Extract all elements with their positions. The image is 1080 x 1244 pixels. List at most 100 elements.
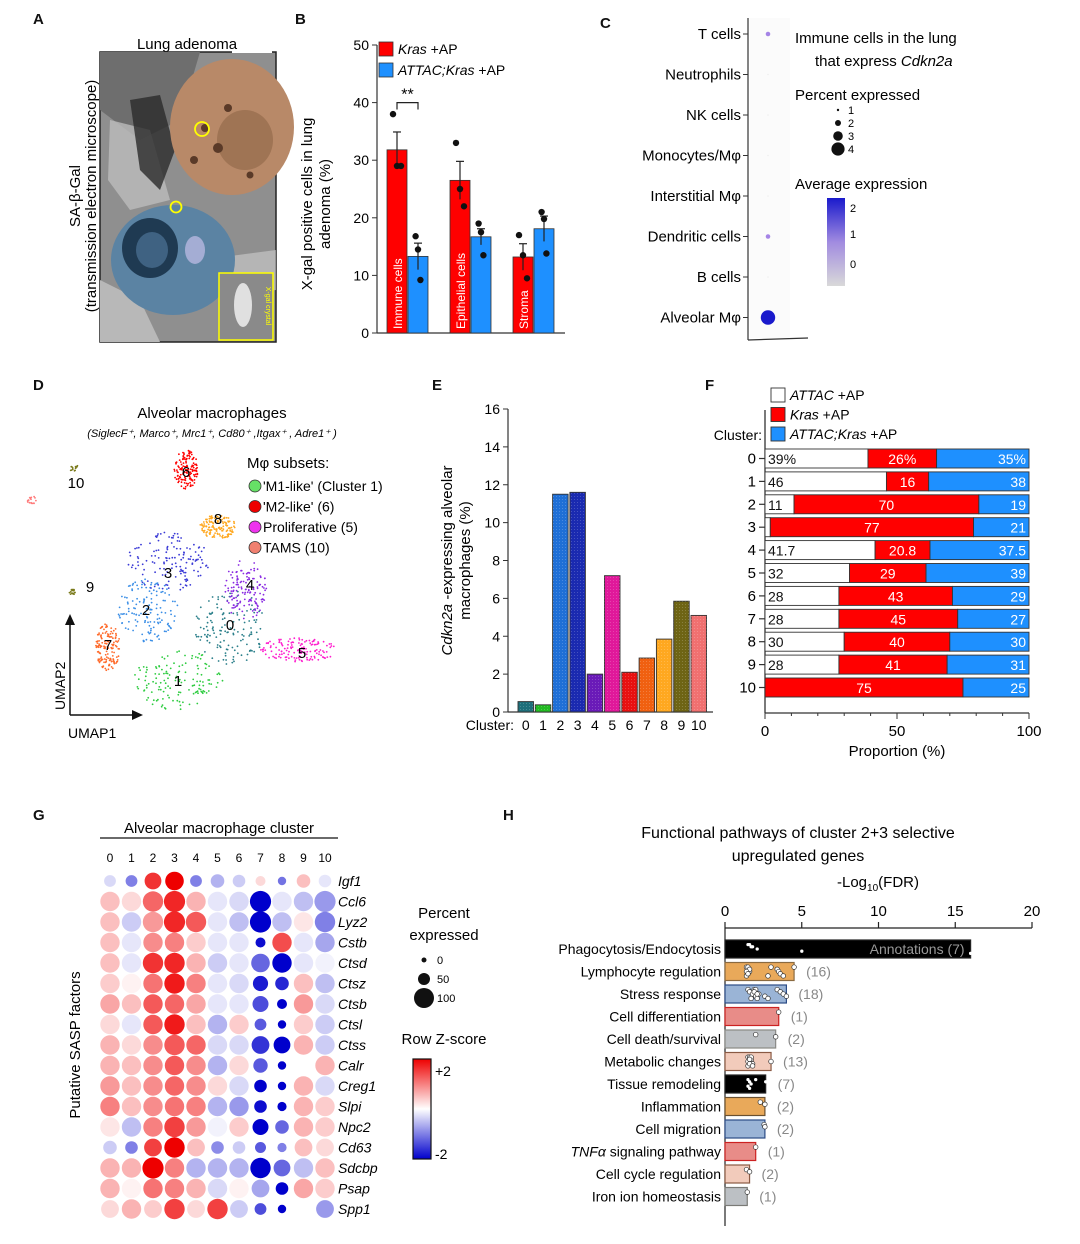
dot-cstb-cluster-8 xyxy=(272,932,292,953)
umap-point xyxy=(152,699,155,702)
umap-point xyxy=(184,479,187,482)
umap-point xyxy=(155,549,158,552)
dot-spp1-cluster-2 xyxy=(144,1200,162,1218)
umap-point xyxy=(143,568,146,571)
umap-point xyxy=(154,673,157,675)
data-point xyxy=(753,1144,759,1150)
row-label-5: 5 xyxy=(748,565,756,582)
size-legend-dot-3 xyxy=(833,131,843,141)
umap-point xyxy=(112,658,115,660)
data-point xyxy=(417,276,424,284)
umap-point xyxy=(213,632,216,634)
row-label-metabolic-changes: Metabolic changes xyxy=(604,1054,721,1070)
umap-point xyxy=(202,627,205,630)
segment-3-attac-kras-ap xyxy=(973,517,1030,538)
umap-point xyxy=(110,660,113,663)
umap-point xyxy=(185,482,188,485)
umap-point xyxy=(309,658,312,660)
y-axis-label-line2: adenoma (%) xyxy=(317,159,334,249)
umap-point xyxy=(184,487,187,490)
umap-point xyxy=(150,627,152,630)
umap-point xyxy=(221,521,224,523)
umap-point xyxy=(212,535,215,538)
color-legend-tick-0: 0 xyxy=(850,259,856,271)
dot-lyz2-cluster-8 xyxy=(272,912,292,932)
column-label-3: 3 xyxy=(171,851,178,865)
umap-point xyxy=(193,684,196,687)
segment-label: 39 xyxy=(1010,566,1026,582)
umap-point xyxy=(98,633,100,636)
dot-igf1-cluster-6 xyxy=(232,874,246,888)
umap-point xyxy=(180,463,183,466)
umap-point xyxy=(254,591,257,594)
umap-point xyxy=(197,692,199,695)
umap-point xyxy=(134,581,137,584)
dot-ctss-cluster-10 xyxy=(315,1035,335,1055)
umap-point xyxy=(207,690,210,692)
umap-point xyxy=(99,652,102,655)
umap-point xyxy=(199,566,202,569)
umap-point xyxy=(169,609,172,612)
dot-ctsz-cluster-4 xyxy=(186,973,206,994)
panel-h-title-line1: Functional pathways of cluster 2+3 selec… xyxy=(641,825,955,842)
umap-point xyxy=(182,553,185,556)
umap-point xyxy=(101,658,104,661)
umap-point xyxy=(218,673,221,676)
umap-point xyxy=(199,606,202,609)
umap-point xyxy=(210,683,213,685)
umap-point xyxy=(292,641,295,644)
umap-point xyxy=(221,626,223,629)
umap-point xyxy=(110,646,113,649)
umap-point xyxy=(243,593,246,595)
umap-point xyxy=(251,610,254,612)
row-label-ctsz: Ctsz xyxy=(338,976,366,992)
umap-point xyxy=(147,696,150,699)
umap-point xyxy=(123,612,125,615)
dot-ccl6-cluster-7 xyxy=(249,890,272,913)
umap-point xyxy=(224,652,227,654)
umap-point xyxy=(106,653,109,655)
dot-cstb-cluster-10 xyxy=(315,932,335,953)
umap-point xyxy=(185,458,188,461)
category-label-immune-cells: Immune cells xyxy=(391,258,405,329)
umap-point xyxy=(100,635,102,638)
umap-point xyxy=(229,627,232,629)
umap-point xyxy=(298,638,301,641)
umap-point xyxy=(168,674,171,676)
segment-label: 35% xyxy=(998,451,1026,467)
umap-point xyxy=(246,653,249,656)
color-legend-tick-1: 1 xyxy=(850,229,856,241)
data-point xyxy=(754,1077,758,1082)
umap-point xyxy=(117,613,120,616)
umap-point xyxy=(142,640,145,643)
umap-point xyxy=(261,612,263,614)
cluster-label-5: 5 xyxy=(298,645,306,662)
segment-label: 40 xyxy=(889,634,905,650)
umap-point xyxy=(227,587,230,590)
data-point xyxy=(414,246,422,253)
dot-ctsz-cluster-1 xyxy=(121,973,142,994)
umap-point xyxy=(194,551,197,553)
data-point xyxy=(543,250,550,257)
dot-ctsd-cluster-0 xyxy=(100,953,120,973)
dot-ccl6-cluster-9 xyxy=(293,891,314,912)
dot-psap-cluster-2 xyxy=(143,1178,163,1199)
x-tick-label-9: 9 xyxy=(678,717,686,733)
umap-point xyxy=(158,665,161,667)
dot-ctsb-cluster-0 xyxy=(100,994,120,1014)
umap-point xyxy=(187,470,190,472)
umap-point xyxy=(177,536,180,539)
color-legend-bar xyxy=(412,1058,432,1160)
umap-point xyxy=(219,528,222,531)
umap-point xyxy=(169,687,172,690)
data-point xyxy=(747,1086,752,1091)
umap-point xyxy=(216,644,219,646)
umap-point xyxy=(178,466,180,469)
panel-labels: A B C D E F G H xyxy=(33,11,714,824)
umap-point xyxy=(96,640,99,643)
umap-point xyxy=(211,516,214,519)
data-point xyxy=(776,1009,782,1015)
umap-point xyxy=(183,679,186,682)
umap-point xyxy=(183,478,185,481)
umap-point xyxy=(285,659,288,661)
